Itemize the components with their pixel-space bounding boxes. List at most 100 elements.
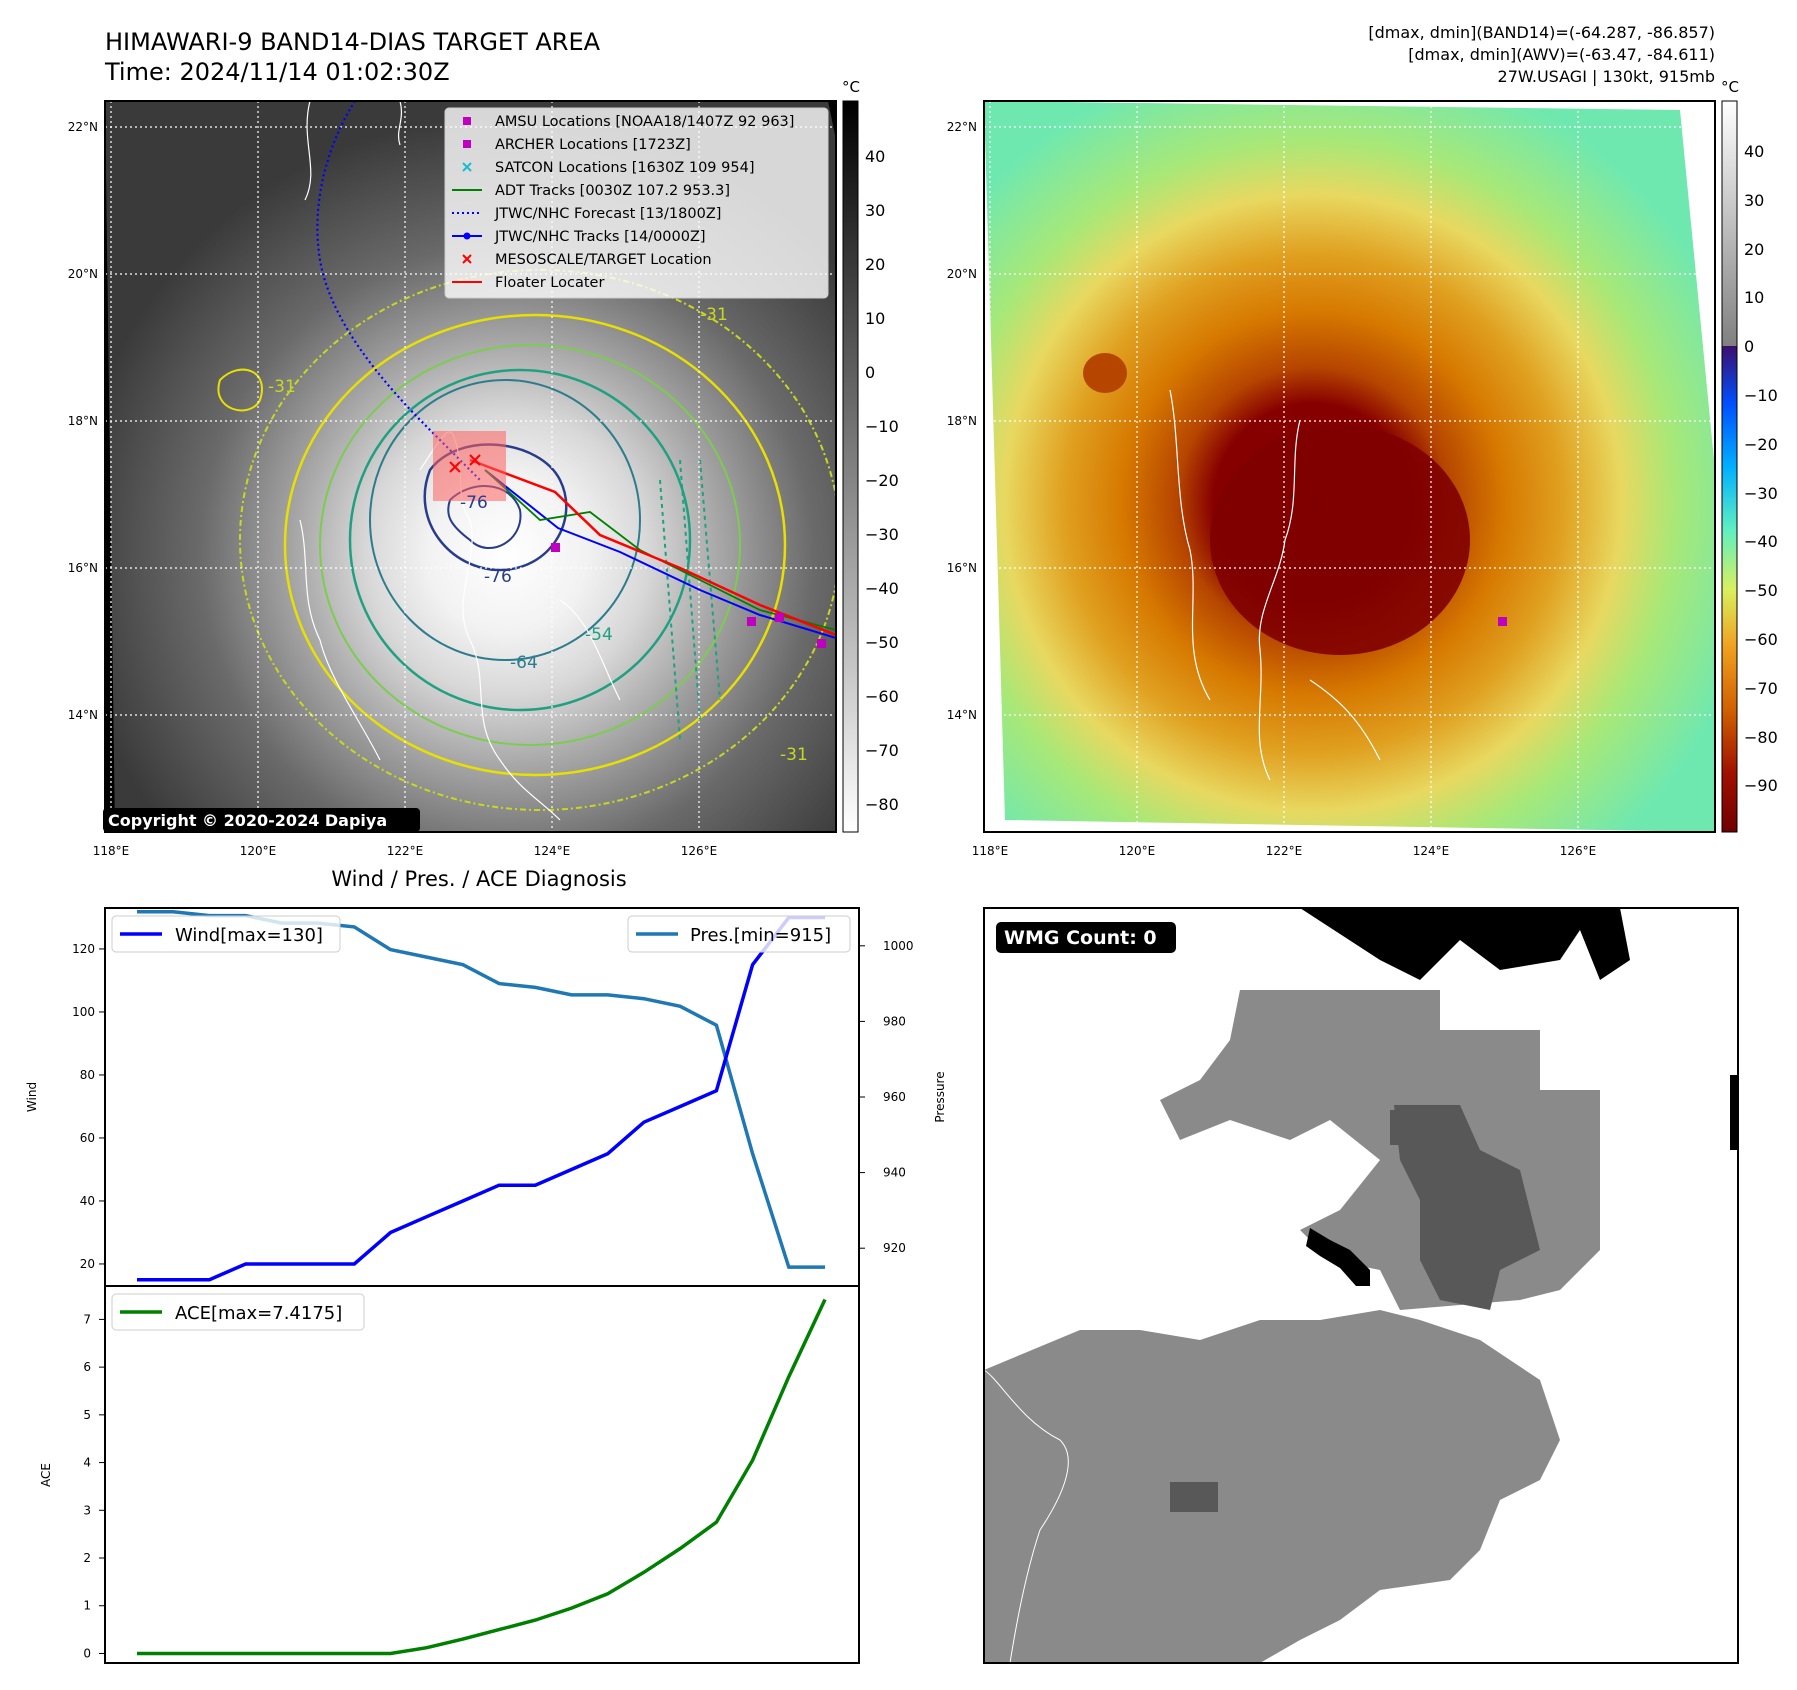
ace-tick-label: 0 xyxy=(83,1646,91,1660)
amsu-archer-markers xyxy=(551,543,826,648)
ace-tick-label: 3 xyxy=(83,1503,91,1517)
ace-legend-label: ACE[max=7.4175] xyxy=(175,1303,342,1324)
wind-plot-frame xyxy=(104,907,860,1287)
ir-colorbar-ticks: 40 30 20 10 0 −10 −20 −30 −40 −50 −60 −7… xyxy=(865,147,899,814)
ir-lon-label: 124°E xyxy=(534,844,571,858)
ir-lat-label: 22°N xyxy=(68,120,98,134)
ace-legend: ACE[max=7.4175] xyxy=(111,1293,365,1331)
diagnosis-title: Wind / Pres. / ACE Diagnosis xyxy=(331,867,626,891)
contour-label: -76 xyxy=(484,567,512,587)
pressure-tick-label: 1000 xyxy=(883,939,914,953)
pressure-tick-label: 920 xyxy=(883,1241,906,1255)
contour-label: -64 xyxy=(510,653,538,673)
pressure-ylabel: Pressure xyxy=(933,1071,947,1122)
ir-cb-tick: −40 xyxy=(865,579,899,598)
ir-cb-tick: 40 xyxy=(865,147,885,166)
awv-cb-tick: −30 xyxy=(1744,484,1778,503)
awv-cb-tick: 30 xyxy=(1744,191,1764,210)
ir-cb-tick: −70 xyxy=(865,741,899,760)
wind-pressure-chart: Wind / Pres. / ACE Diagnosis 20 40 60 80 100… xyxy=(25,867,947,1287)
awv-cb-tick: 20 xyxy=(1744,240,1764,259)
awv-map: 118°E 120°E 122°E 124°E 126°E 22°N 20°N … xyxy=(947,78,1778,858)
contour-label: -31 xyxy=(780,745,808,765)
ace-line xyxy=(137,1298,827,1656)
ace-tick-label: 6 xyxy=(83,1360,91,1374)
awv-gridlines xyxy=(984,101,1715,832)
legend-marker-tracks-dot xyxy=(463,232,471,240)
ir-cb-tick: −60 xyxy=(865,687,899,706)
wind-tick-label: 80 xyxy=(80,1068,95,1082)
wmg-panel: WMG Count: 0 xyxy=(983,907,1739,1664)
pressure-tick-label: 960 xyxy=(883,1090,906,1104)
awv-lat-label: 20°N xyxy=(947,267,977,281)
ir-cb-tick: 20 xyxy=(865,255,885,274)
copyright-box xyxy=(103,808,420,832)
ir-lat-label: 14°N xyxy=(68,708,98,722)
awv-cb-tick: −60 xyxy=(1744,630,1778,649)
awv-cb-tick: 0 xyxy=(1744,337,1754,356)
legend-label: AMSU Locations [NOAA18/1407Z 92 963] xyxy=(495,114,794,130)
ace-chart: 0 1 2 3 4 5 6 7 ACE ACE[max=7.4175] xyxy=(39,1285,860,1664)
adt-track-line xyxy=(484,469,836,631)
awv-amsu-marker xyxy=(1498,617,1507,626)
ace-tick-label: 2 xyxy=(83,1551,91,1565)
legend-label: MESOSCALE/TARGET Location xyxy=(495,252,712,268)
awv-lat-label: 22°N xyxy=(947,120,977,134)
pressure-legend: Pres.[min=915] xyxy=(627,915,851,953)
ir-cb-tick: −80 xyxy=(865,795,899,814)
wmg-image xyxy=(983,908,1738,1664)
legend-label: Floater Locater xyxy=(495,275,604,291)
title-line1: HIMAWARI-9 BAND14-DIAS TARGET AREA xyxy=(105,28,601,56)
wind-tick-label: 40 xyxy=(80,1194,95,1208)
awv-cb-tick: −70 xyxy=(1744,679,1778,698)
awv-lon-label: 126°E xyxy=(1560,844,1597,858)
wind-legend-label: Wind[max=130] xyxy=(175,925,323,946)
wind-legend: Wind[max=130] xyxy=(111,915,341,953)
wind-tick-label: 60 xyxy=(80,1131,95,1145)
ir-lat-label: 20°N xyxy=(68,267,98,281)
info-line2: [dmax, dmin](AWV)=(-63.47, -84.611) xyxy=(1408,45,1715,64)
ace-ylabel: ACE xyxy=(39,1463,53,1487)
awv-lon-label: 120°E xyxy=(1119,844,1156,858)
contour-label: -54 xyxy=(585,625,613,645)
title-line2: Time: 2024/11/14 01:02:30Z xyxy=(104,58,450,86)
ir-legend: AMSU Locations [NOAA18/1407Z 92 963] ARC… xyxy=(444,107,829,299)
wind-line xyxy=(137,915,825,1282)
wmg-badge-box xyxy=(996,922,1176,953)
wmg-badge: WMG Count: 0 xyxy=(1004,927,1157,949)
ir-cb-tick: 30 xyxy=(865,201,885,220)
awv-cb-tick: −50 xyxy=(1744,581,1778,600)
awv-lat-label: 14°N xyxy=(947,708,977,722)
legend-label: SATCON Locations [1630Z 109 954] xyxy=(495,160,754,176)
ace-tick-label: 5 xyxy=(83,1408,91,1422)
ace-axis-ticks: 0 1 2 3 4 5 6 7 xyxy=(83,1312,105,1660)
ir-map: -76 -76 -64 -54 -31 -31 -31 AMSU Locatio… xyxy=(68,78,899,858)
awv-lon-label: 118°E xyxy=(972,844,1009,858)
awv-cb-tick: −80 xyxy=(1744,728,1778,747)
ir-lon-label: 122°E xyxy=(387,844,424,858)
info-line1: [dmax, dmin](BAND14)=(-64.287, -86.857) xyxy=(1368,23,1715,42)
awv-lon-label: 124°E xyxy=(1413,844,1450,858)
floater-locater-line xyxy=(469,458,836,637)
wind-tick-label: 120 xyxy=(72,942,95,956)
awv-cb-tick: −90 xyxy=(1744,776,1778,795)
contour-label: -76 xyxy=(460,493,488,513)
legend-label: ARCHER Locations [1723Z] xyxy=(495,137,691,153)
awv-colorbar-frame xyxy=(1721,100,1738,833)
pressure-tick-label: 940 xyxy=(883,1166,906,1180)
legend-label: JTWC/NHC Tracks [14/0000Z] xyxy=(494,229,706,245)
awv-colorbar-top xyxy=(1722,101,1737,346)
ir-cb-tick: 10 xyxy=(865,309,885,328)
pressure-legend-label: Pres.[min=915] xyxy=(690,925,831,946)
ir-lon-label: 126°E xyxy=(681,844,718,858)
ir-map-frame xyxy=(104,100,837,833)
legend-marker-satcon xyxy=(462,162,472,172)
target-area-box xyxy=(433,431,506,501)
ir-cb-tick: −30 xyxy=(865,525,899,544)
wind-tick-label: 100 xyxy=(72,1005,95,1019)
awv-colorbar-ticks: 40 30 20 10 0 −10 −20 −30 −40 −50 −60 −7… xyxy=(1744,142,1778,795)
awv-cb-tick: 40 xyxy=(1744,142,1764,161)
awv-core xyxy=(1210,425,1470,655)
awv-cb-tick: −10 xyxy=(1744,386,1778,405)
